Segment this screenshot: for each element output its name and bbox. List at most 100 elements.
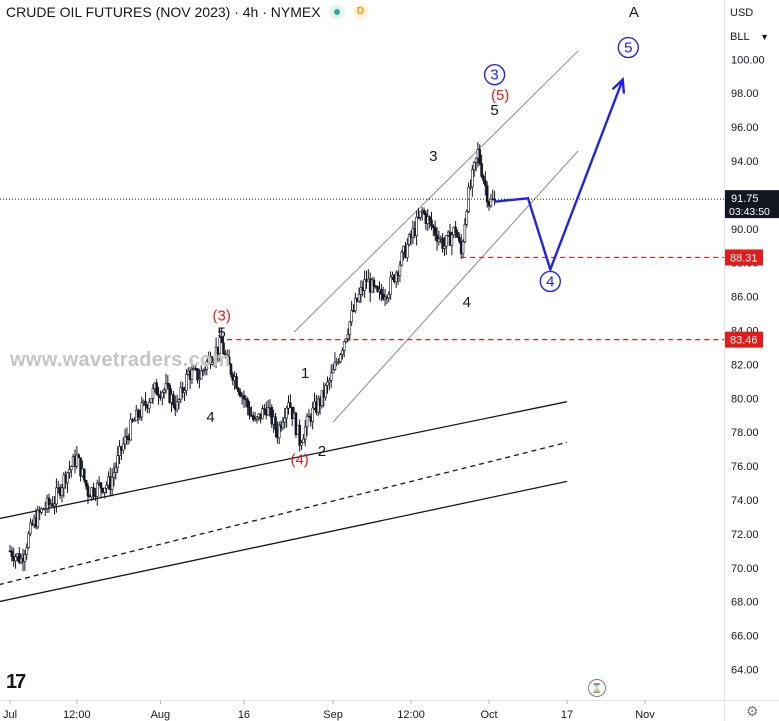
- wave-label: 3: [490, 67, 498, 84]
- candle-body: [443, 245, 446, 249]
- wave-label: 2: [318, 443, 326, 460]
- candle-body: [248, 407, 251, 416]
- candle-body: [407, 234, 411, 245]
- candle-body: [198, 378, 201, 381]
- market-open-dot-icon: [328, 4, 345, 20]
- candle-body: [166, 382, 170, 386]
- wave-label: 3: [429, 148, 437, 165]
- candle-body: [261, 408, 264, 420]
- candle-body: [112, 472, 116, 478]
- x-tick-label: 17: [561, 709, 573, 721]
- candle-body: [227, 356, 231, 365]
- wave-label: 5: [217, 324, 225, 341]
- channel-line: [0, 480, 568, 603]
- candle-body: [450, 234, 454, 246]
- x-tick-label: Nov: [635, 709, 655, 721]
- wave-label: 4: [546, 273, 554, 290]
- candle-body: [212, 358, 216, 363]
- wave-label-circle: [617, 36, 639, 59]
- candle-body: [242, 395, 246, 400]
- candle-body: [465, 211, 469, 225]
- candle-body: [147, 402, 151, 409]
- candle-body: [27, 533, 30, 548]
- candle-body: [43, 508, 47, 510]
- candle-body: [149, 398, 153, 403]
- last-price-tag: [725, 190, 779, 219]
- candle-body: [324, 385, 327, 398]
- candle-body: [255, 416, 259, 420]
- candle-body: [305, 415, 309, 428]
- candle-body: [277, 424, 281, 439]
- candle-body: [110, 477, 114, 490]
- tradingview-logo[interactable]: 17: [6, 671, 26, 693]
- candle-body: [40, 508, 43, 513]
- candle-body: [435, 234, 439, 242]
- candle-body: [331, 369, 335, 374]
- candle-body: [99, 482, 103, 489]
- candle-body: [157, 394, 160, 397]
- y-tick-label: 74.00: [731, 495, 759, 507]
- candle-body: [23, 554, 27, 562]
- candle-body: [211, 362, 214, 365]
- candle-body: [350, 310, 353, 323]
- candle-body: [406, 244, 409, 258]
- candle-body: [53, 503, 56, 507]
- candle-body: [155, 382, 158, 395]
- candle-body: [283, 417, 287, 423]
- candle-body: [281, 421, 285, 429]
- x-tick-label: 12:00: [63, 709, 91, 721]
- candle-body: [478, 149, 482, 164]
- delayed-data-badge[interactable]: D: [352, 4, 369, 20]
- candle-body: [454, 226, 457, 233]
- y-tick-label: 96.00: [731, 122, 759, 134]
- candle-body: [456, 232, 459, 238]
- candle-body: [485, 185, 489, 203]
- currency-select[interactable]: USD: [725, 3, 775, 23]
- x-tick-label: Sep: [323, 709, 343, 721]
- candle-body: [69, 466, 73, 470]
- y-tick-label: 100.00: [731, 54, 765, 66]
- watermark: www.wavetraders.com: [10, 349, 231, 371]
- candle-body: [66, 472, 69, 484]
- y-tick-label: 78.00: [731, 427, 759, 439]
- wave-label: 5: [624, 40, 632, 57]
- candle-body: [290, 406, 294, 419]
- candle-body: [237, 388, 240, 392]
- candle-body: [172, 394, 175, 406]
- last-price-label: 91.75: [731, 193, 759, 205]
- candle-body: [493, 198, 496, 201]
- candle-body: [253, 418, 257, 421]
- candle-body: [105, 484, 108, 489]
- wave-label-circle: [539, 270, 562, 293]
- projection-path: [494, 79, 624, 274]
- candle-body: [79, 457, 82, 477]
- candle-body: [445, 235, 448, 247]
- candle-body: [458, 237, 461, 242]
- candle-body: [209, 356, 212, 365]
- candle-body: [344, 338, 348, 342]
- candle-body: [175, 401, 179, 411]
- unit-select[interactable]: BLL ▼: [725, 27, 775, 47]
- candle-body: [298, 424, 301, 446]
- timer-icon[interactable]: ⌛: [588, 679, 606, 697]
- chevron-down-icon: ▼: [760, 32, 769, 42]
- wave-label: A: [629, 4, 639, 21]
- y-tick-label: 80.00: [731, 393, 759, 405]
- candle-body: [177, 399, 181, 403]
- candle-body: [125, 436, 129, 438]
- level-price-label: 88.31: [730, 252, 758, 264]
- candle-body: [357, 293, 361, 302]
- wave-label: 5: [490, 102, 498, 119]
- candle-body: [333, 362, 337, 371]
- gear-icon[interactable]: ⚙: [746, 703, 759, 719]
- y-tick-label: 82.00: [731, 359, 759, 371]
- y-tick-label: 66.00: [731, 631, 759, 643]
- candle-body: [326, 381, 329, 386]
- wave-label: (5): [491, 87, 509, 104]
- wave-label: 1: [301, 365, 309, 382]
- candle-body: [151, 388, 155, 399]
- candle-body: [337, 361, 340, 364]
- candle-body: [482, 175, 485, 181]
- candle-body: [251, 415, 255, 420]
